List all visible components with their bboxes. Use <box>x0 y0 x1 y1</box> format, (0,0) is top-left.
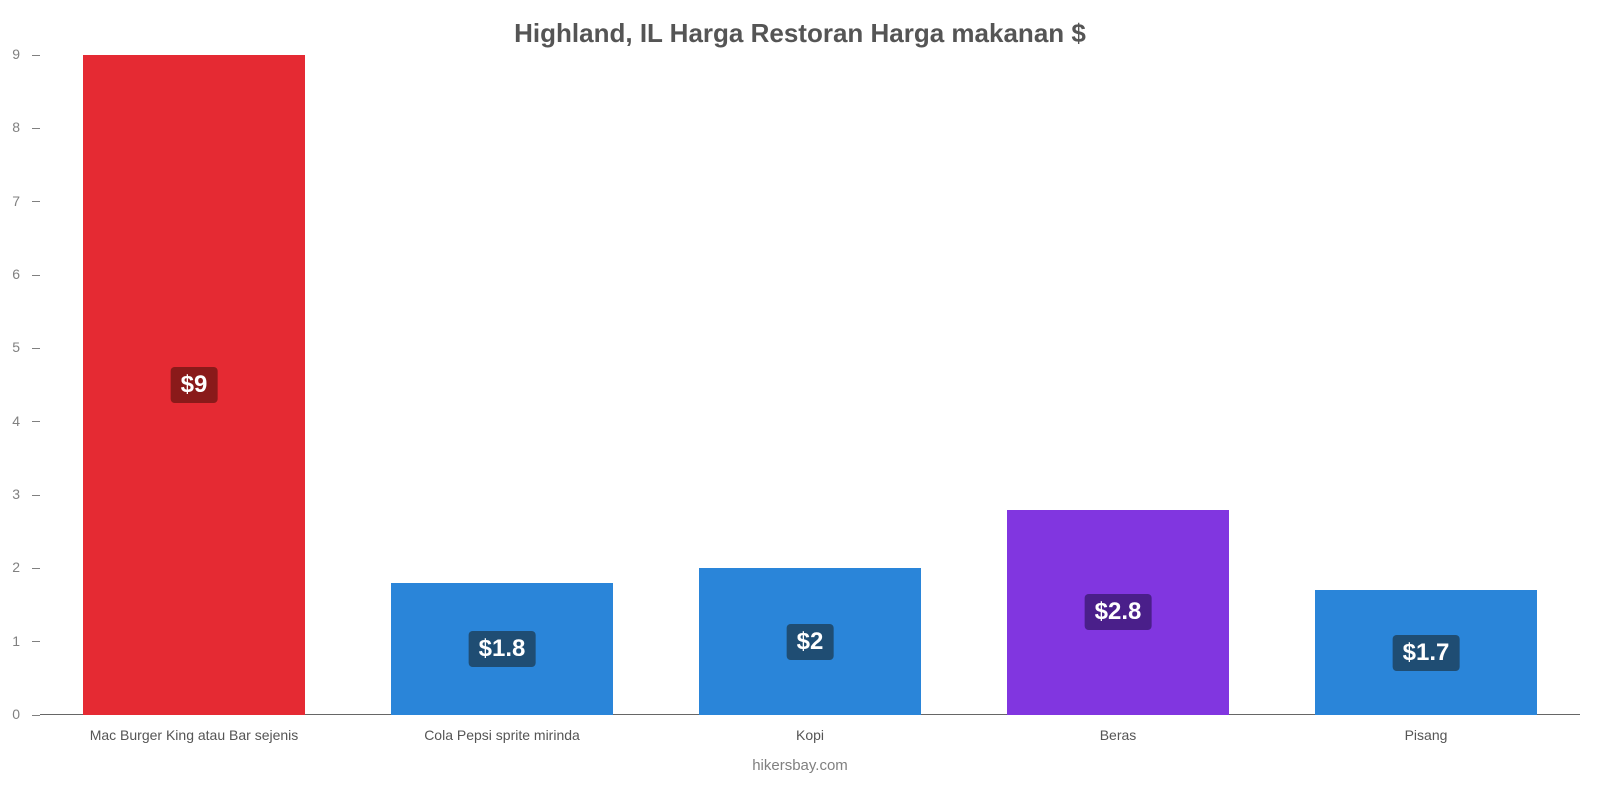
y-tick-mark <box>32 201 40 202</box>
y-tick-mark <box>32 715 40 716</box>
chart-footer: hikersbay.com <box>0 757 1600 774</box>
value-badge: $2 <box>787 624 834 660</box>
y-tick-mark <box>32 348 40 349</box>
plot-area: 0123456789$9Mac Burger King atau Bar sej… <box>40 55 1580 715</box>
y-tick-label: 5 <box>12 339 20 355</box>
y-tick-label: 6 <box>12 266 20 282</box>
y-tick-mark <box>32 421 40 422</box>
y-tick-mark <box>32 275 40 276</box>
value-badge: $1.8 <box>469 631 536 667</box>
chart-title: Highland, IL Harga Restoran Harga makana… <box>0 18 1600 49</box>
y-tick-label: 2 <box>12 559 20 575</box>
y-tick-label: 7 <box>12 193 20 209</box>
y-tick-label: 4 <box>12 413 20 429</box>
value-badge: $9 <box>171 367 218 403</box>
x-tick-label: Mac Burger King atau Bar sejenis <box>90 727 299 743</box>
y-tick-label: 1 <box>12 633 20 649</box>
y-tick-label: 3 <box>12 486 20 502</box>
chart-container: Highland, IL Harga Restoran Harga makana… <box>0 0 1600 800</box>
y-tick-label: 8 <box>12 119 20 135</box>
x-tick-label: Beras <box>1100 727 1137 743</box>
value-badge: $2.8 <box>1085 594 1152 630</box>
y-tick-mark <box>32 495 40 496</box>
y-tick-mark <box>32 55 40 56</box>
y-tick-label: 9 <box>12 46 20 62</box>
y-tick-label: 0 <box>12 706 20 722</box>
x-tick-label: Cola Pepsi sprite mirinda <box>424 727 580 743</box>
x-tick-label: Kopi <box>796 727 824 743</box>
y-tick-mark <box>32 128 40 129</box>
y-tick-mark <box>32 568 40 569</box>
y-tick-mark <box>32 641 40 642</box>
x-tick-label: Pisang <box>1405 727 1448 743</box>
value-badge: $1.7 <box>1393 635 1460 671</box>
